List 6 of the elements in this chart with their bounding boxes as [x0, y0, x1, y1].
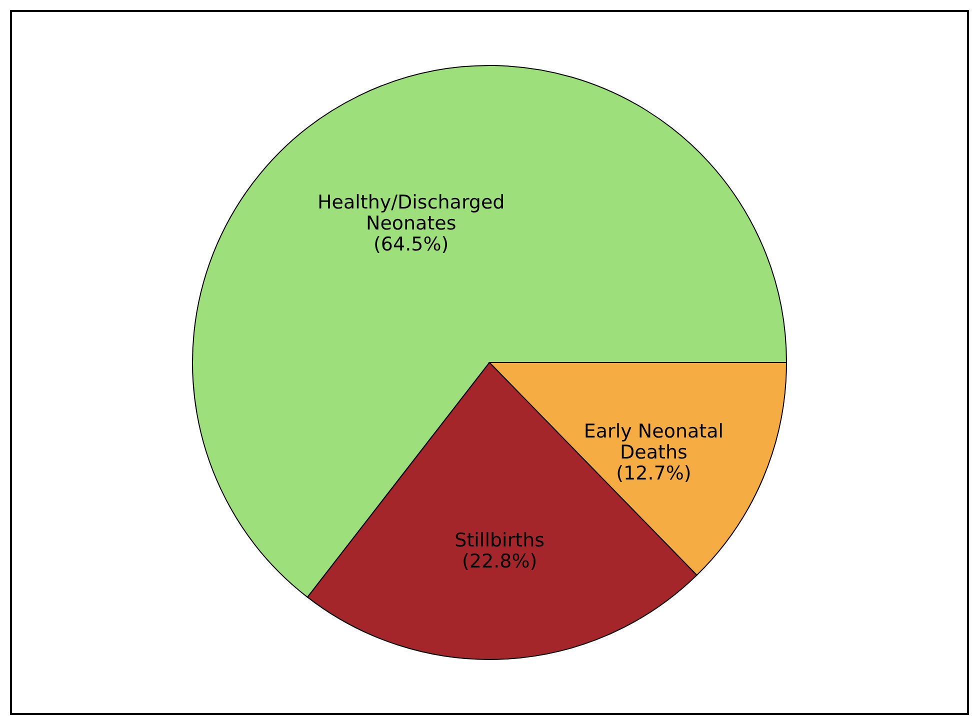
slice-label: Early Neonatal Deaths: [584, 420, 724, 464]
data-label: (22.8%): [462, 550, 538, 572]
slice-label: Stillbirths: [454, 529, 545, 552]
slice-label: Healthy/Discharged Neonates: [317, 191, 505, 234]
data-label: (64.5%): [374, 233, 449, 256]
data-label: (12.7%): [616, 462, 692, 485]
